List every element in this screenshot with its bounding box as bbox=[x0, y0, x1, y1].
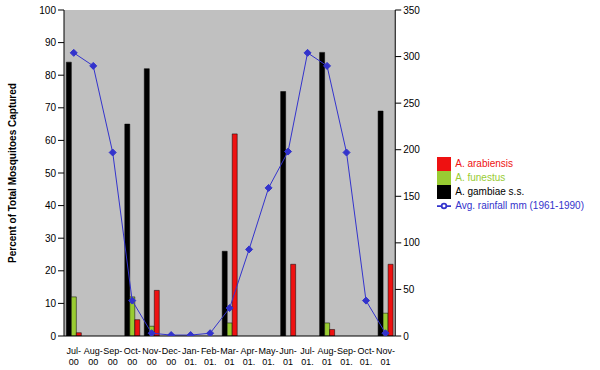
svg-text:Jul-00: Jul-00 bbox=[66, 346, 81, 367]
svg-text:Apr-01.: Apr-01. bbox=[241, 346, 258, 367]
svg-text:Jul-01.: Jul-01. bbox=[300, 346, 315, 367]
svg-text:70: 70 bbox=[45, 102, 57, 113]
svg-text:100: 100 bbox=[403, 237, 420, 248]
svg-text:Aug-01: Aug-01 bbox=[318, 346, 337, 367]
svg-text:Mar-01: Mar-01 bbox=[220, 346, 239, 367]
svg-text:40: 40 bbox=[45, 200, 57, 211]
svg-text:Jun-01: Jun-01 bbox=[279, 346, 297, 367]
svg-text:200: 200 bbox=[403, 144, 420, 155]
svg-text:Sep-00: Sep-00 bbox=[103, 346, 122, 367]
svg-text:60: 60 bbox=[45, 135, 57, 146]
svg-text:10: 10 bbox=[45, 298, 57, 309]
svg-text:Oct-01.: Oct-01. bbox=[358, 346, 375, 367]
svg-text:Percent of Total Mosquitoes Ca: Percent of Total Mosquitoes Captured bbox=[8, 83, 18, 263]
html-text:Avg. rainfall mm (1961-1990): Avg. rainfall mm (1961-1990) bbox=[455, 199, 584, 211]
svg-text:150: 150 bbox=[403, 191, 420, 202]
svg-text:300: 300 bbox=[403, 51, 420, 62]
svg-text:Jan-01.: Jan-01. bbox=[182, 346, 200, 367]
html-text:A. gambiae s.s.: A. gambiae s.s. bbox=[455, 185, 525, 197]
svg-text:50: 50 bbox=[45, 168, 57, 179]
svg-text:80: 80 bbox=[45, 70, 57, 81]
svg-text:Oct-00: Oct-00 bbox=[124, 346, 141, 367]
svg-text:350: 350 bbox=[403, 5, 420, 16]
svg-text:100: 100 bbox=[39, 5, 56, 16]
svg-text:Nov-00: Nov-00 bbox=[142, 346, 161, 367]
html-text:A. funestus: A. funestus bbox=[455, 171, 506, 183]
svg-text:May-01.: May-01. bbox=[259, 346, 279, 367]
svg-text:0: 0 bbox=[50, 331, 56, 342]
svg-text:250: 250 bbox=[403, 98, 420, 109]
svg-text:Nov-01: Nov-01 bbox=[376, 346, 395, 367]
svg-text:50: 50 bbox=[403, 284, 415, 295]
svg-text:20: 20 bbox=[45, 265, 57, 276]
svg-text:Aug-00: Aug-00 bbox=[84, 346, 103, 367]
svg-text:Feb-01.: Feb-01. bbox=[201, 346, 220, 367]
svg-text:Sep-01.: Sep-01. bbox=[337, 346, 356, 367]
html-text:A. arabiensis: A. arabiensis bbox=[455, 157, 513, 169]
svg-text:90: 90 bbox=[45, 37, 57, 48]
svg-text:0: 0 bbox=[403, 331, 409, 342]
svg-text:30: 30 bbox=[45, 233, 57, 244]
svg-text:Dec-00: Dec-00 bbox=[162, 346, 181, 367]
